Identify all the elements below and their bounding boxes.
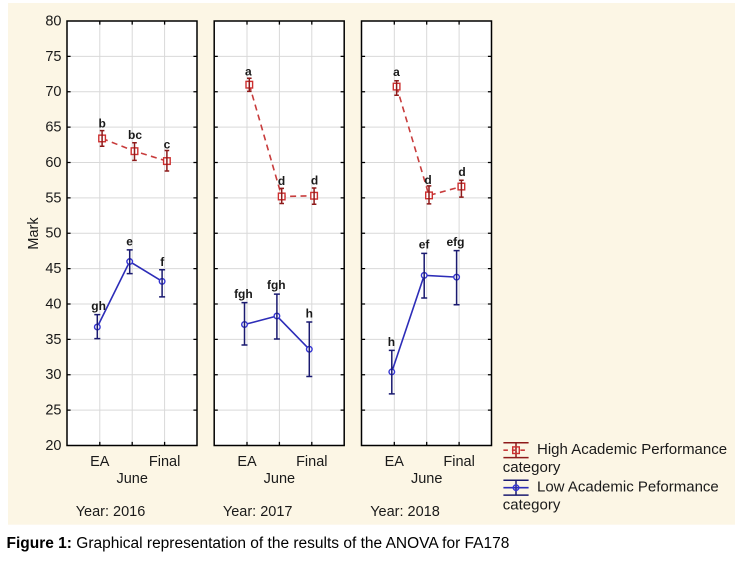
svg-text:June: June <box>411 471 442 487</box>
svg-text:gh: gh <box>91 299 106 313</box>
svg-text:e: e <box>126 235 133 249</box>
svg-text:c: c <box>164 137 171 151</box>
svg-text:Year: 2017: Year: 2017 <box>223 504 293 520</box>
svg-text:60: 60 <box>45 155 61 171</box>
svg-text:80: 80 <box>45 13 61 29</box>
svg-text:h: h <box>306 307 313 321</box>
svg-text:category: category <box>503 459 561 476</box>
svg-text:25: 25 <box>45 403 61 419</box>
svg-text:b: b <box>99 116 106 130</box>
svg-text:ef: ef <box>419 238 431 252</box>
svg-text:Final: Final <box>443 454 474 470</box>
svg-text:55: 55 <box>45 190 61 206</box>
svg-text:fgh: fgh <box>267 278 286 292</box>
svg-text:d: d <box>311 173 318 187</box>
svg-text:efg: efg <box>447 235 465 249</box>
svg-text:70: 70 <box>45 84 61 100</box>
svg-text:65: 65 <box>45 120 61 136</box>
svg-text:h: h <box>388 335 395 349</box>
svg-text:45: 45 <box>45 261 61 277</box>
svg-text:Year: 2016: Year: 2016 <box>76 504 146 520</box>
svg-text:Mark: Mark <box>26 217 42 250</box>
svg-text:Year: 2018: Year: 2018 <box>370 504 440 520</box>
svg-text:35: 35 <box>45 332 61 348</box>
svg-text:Figure 1: Graphical representa: Figure 1: Graphical representation of th… <box>7 535 510 552</box>
svg-text:fgh: fgh <box>234 287 253 301</box>
svg-text:Final: Final <box>296 454 327 470</box>
svg-text:category: category <box>503 497 561 514</box>
svg-text:EA: EA <box>385 454 405 470</box>
svg-text:EA: EA <box>90 454 110 470</box>
svg-text:June: June <box>264 471 295 487</box>
svg-text:40: 40 <box>45 296 61 312</box>
svg-text:20: 20 <box>45 438 61 454</box>
svg-text:30: 30 <box>45 367 61 383</box>
svg-text:High Academic Performance: High Academic Performance <box>537 441 727 458</box>
svg-text:Low Academic Peformance: Low Academic Peformance <box>537 478 719 495</box>
svg-text:Final: Final <box>149 454 180 470</box>
svg-text:June: June <box>116 471 147 487</box>
svg-text:d: d <box>424 173 431 187</box>
svg-text:a: a <box>393 65 400 79</box>
svg-text:f: f <box>160 255 165 269</box>
svg-text:a: a <box>245 65 252 79</box>
svg-text:EA: EA <box>237 454 257 470</box>
svg-text:75: 75 <box>45 49 61 65</box>
svg-text:bc: bc <box>128 128 142 142</box>
svg-text:d: d <box>278 174 285 188</box>
svg-text:d: d <box>458 165 465 179</box>
svg-text:50: 50 <box>45 226 61 242</box>
